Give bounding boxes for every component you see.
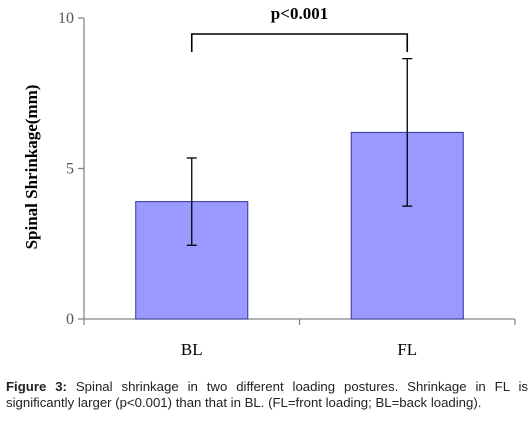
category-label-bl: BL bbox=[181, 340, 203, 359]
caption-text: Spinal shrinkage in two different loadin… bbox=[6, 379, 529, 410]
category-label-group: BL FL bbox=[181, 340, 417, 359]
bar-group bbox=[135, 131, 464, 320]
category-label-fl: FL bbox=[397, 340, 417, 359]
figure-caption: Figure 3: Spinal shrinkage in two differ… bbox=[6, 379, 528, 411]
y-tick-label: 10 bbox=[58, 10, 74, 27]
y-tick-label: 5 bbox=[66, 161, 74, 178]
bar-chart: 0 5 10 BL FL p<0.001 Spinal Shrinkage(mm) bbox=[22, 4, 516, 359]
error-bar-group bbox=[186, 57, 413, 246]
caption-label: Figure 3: bbox=[6, 379, 67, 394]
significance-bracket-group: p<0.001 bbox=[190, 4, 409, 52]
y-tick-label: 0 bbox=[66, 311, 74, 328]
y-axis-label: Spinal Shrinkage(mm) bbox=[22, 85, 41, 250]
y-tick-group: 0 5 10 bbox=[58, 10, 84, 328]
significance-bracket bbox=[190, 33, 409, 52]
significance-label: p<0.001 bbox=[271, 4, 328, 23]
